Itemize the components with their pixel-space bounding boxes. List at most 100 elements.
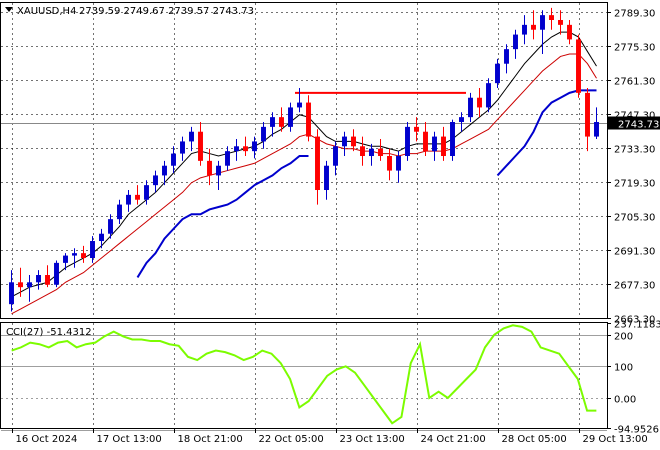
candle-body xyxy=(18,282,23,288)
candle-body xyxy=(360,146,365,157)
symbol-arrow-icon xyxy=(5,7,13,12)
candle-body xyxy=(504,49,509,64)
time-tick-label: 17 Oct 13:00 xyxy=(97,434,162,445)
price-tick-label: 2775.30 xyxy=(614,43,655,54)
time-tick-label: 22 Oct 05:00 xyxy=(259,434,324,445)
candle-body xyxy=(333,146,338,166)
price-tick-label: 2691.30 xyxy=(614,247,655,258)
candle-body xyxy=(171,153,176,166)
price-tick-label: 2663.30 xyxy=(614,315,655,326)
candle-body xyxy=(396,156,401,171)
cci-tick-label: -94.9526 xyxy=(614,425,659,436)
time-tick-label: 29 Oct 13:00 xyxy=(583,434,648,445)
cci-grid xyxy=(1,323,607,431)
current-price-label: 2743.73 xyxy=(618,120,659,131)
candle-body xyxy=(585,92,590,137)
candle-body xyxy=(216,165,221,176)
candle-body xyxy=(315,136,320,191)
candle-body xyxy=(531,24,536,30)
price-axis: 2789.30 2775.30 2761.30 2747.30 2733.30 2719.… xyxy=(607,9,660,326)
cci-tick-label: 237.1183 xyxy=(614,320,660,331)
candle-body xyxy=(54,262,59,285)
candle-body xyxy=(270,117,275,127)
candle-body xyxy=(594,122,599,137)
fast-moving-average xyxy=(11,31,597,298)
main-panel-frame xyxy=(0,2,608,319)
symbol-label: XAUUSD,H4 xyxy=(17,6,76,17)
cci-tick-label: 0.00 xyxy=(614,395,636,406)
cci-line xyxy=(11,324,597,425)
price-tick-label: 2733.30 xyxy=(614,145,655,156)
candle-body xyxy=(558,20,563,25)
candle-body xyxy=(351,136,356,147)
candle-body xyxy=(207,160,212,176)
slow-moving-average xyxy=(11,53,597,315)
candle-body xyxy=(135,194,140,200)
candle-body xyxy=(486,83,491,108)
candle-body xyxy=(153,175,158,186)
price-tick-label: 2789.30 xyxy=(614,9,655,20)
cci-tick-label: 100 xyxy=(614,363,633,374)
candle-body xyxy=(414,126,419,132)
candle-body xyxy=(288,107,293,127)
candle-body xyxy=(522,24,527,35)
candle-body xyxy=(387,156,392,171)
candle-body xyxy=(144,185,149,200)
trailing-stop-line xyxy=(136,155,309,278)
candle-body xyxy=(279,117,284,127)
price-tick-label: 2719.30 xyxy=(614,179,655,190)
candle-body xyxy=(369,148,374,157)
cci-title: CCI(27) -51.4312 xyxy=(6,327,92,338)
candle-body xyxy=(540,15,545,30)
time-tick-label: 18 Oct 21:00 xyxy=(178,434,243,445)
candle-body xyxy=(459,117,464,123)
candle-body xyxy=(513,34,518,50)
candle-body xyxy=(63,255,68,263)
candle-body xyxy=(495,63,500,84)
candle-body xyxy=(306,102,311,137)
candle-body xyxy=(405,126,410,157)
ohlc-label: 2739.59 2749.67 2739.57 2743.73 xyxy=(79,6,254,17)
candle-body xyxy=(81,253,86,259)
candle-body xyxy=(225,151,230,166)
candle-body xyxy=(234,146,239,152)
candle-body xyxy=(477,97,482,108)
candle-body xyxy=(441,136,446,157)
candle-body xyxy=(36,275,41,283)
time-tick-label: 23 Oct 13:00 xyxy=(340,434,405,445)
price-tick-label: 2761.30 xyxy=(614,77,655,88)
current-price-box xyxy=(608,116,660,130)
cci-tick-label: 200 xyxy=(614,332,633,343)
candle-body xyxy=(72,253,77,256)
candle-body xyxy=(576,39,581,93)
candle-body xyxy=(189,131,194,142)
price-tick-label: 2677.30 xyxy=(614,281,655,292)
candle-body xyxy=(297,102,302,108)
candle-body xyxy=(27,282,32,288)
time-tick-label: 28 Oct 05:00 xyxy=(502,434,567,445)
time-tick-label: 24 Oct 21:00 xyxy=(421,434,486,445)
candle-body xyxy=(252,141,257,152)
time-tick-label: 16 Oct 2024 xyxy=(16,434,78,445)
candle-body xyxy=(432,136,437,152)
candle-body xyxy=(99,233,104,242)
candle-body xyxy=(567,24,572,40)
candle-body xyxy=(549,15,554,21)
candle-body xyxy=(450,122,455,157)
candle-body xyxy=(342,136,347,147)
candle-body xyxy=(423,131,428,152)
time-axis: 16 Oct 2024 17 Oct 13:00 18 Oct 21:00 22 Oc… xyxy=(12,429,648,445)
candle-body xyxy=(198,131,203,161)
price-series xyxy=(1,7,607,315)
candle-body xyxy=(324,165,329,191)
candle-body xyxy=(45,275,50,285)
candle-body xyxy=(162,165,167,176)
cci-series xyxy=(11,324,597,425)
candle-body xyxy=(378,148,383,157)
candle-body xyxy=(9,282,14,305)
candle-body xyxy=(117,204,122,220)
candle-body xyxy=(468,97,473,118)
candle-body xyxy=(90,241,95,259)
